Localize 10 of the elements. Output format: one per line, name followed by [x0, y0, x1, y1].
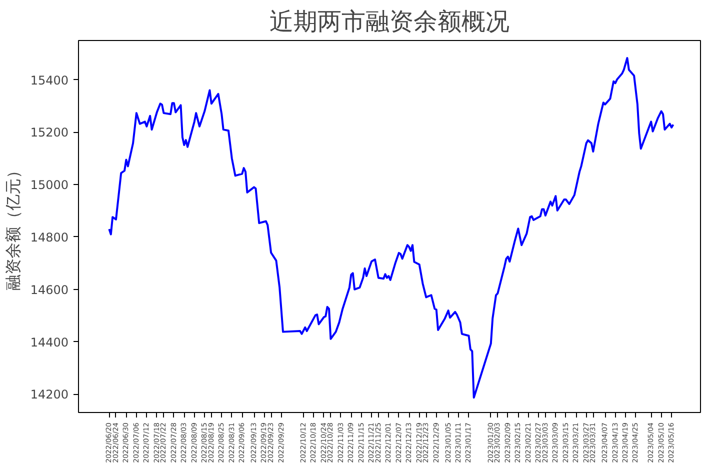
y-axis-title: 融资余额（亿元） [3, 162, 22, 290]
chart-title: 近期两市融资余额概况 [270, 8, 510, 36]
y-tick-label: 14600 [30, 282, 69, 297]
line-series [108, 57, 674, 399]
y-tick-label: 14800 [30, 230, 69, 244]
y-tick-label: 14200 [30, 388, 69, 402]
y-tick-label: 15400 [30, 73, 69, 88]
y-tick-label: 15200 [30, 126, 69, 140]
y-tick-label: 14400 [30, 335, 69, 350]
y-tick-label: 15000 [30, 178, 69, 192]
